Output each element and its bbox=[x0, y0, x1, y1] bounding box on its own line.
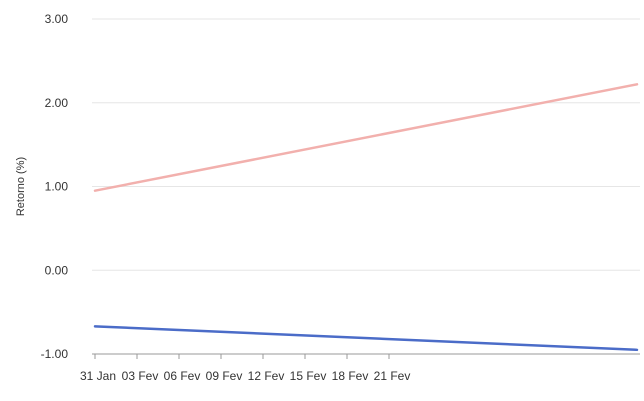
x-tick-label: 31 Jan bbox=[80, 369, 116, 383]
series-line-1 bbox=[93, 83, 639, 192]
y-tick-label: 1.00 bbox=[45, 180, 69, 194]
y-tick-label: 0.00 bbox=[45, 263, 69, 277]
series-layer bbox=[93, 83, 639, 352]
x-tick-label: 21 Fev bbox=[374, 369, 411, 383]
grid-lines bbox=[92, 18, 640, 271]
y-axis: -1.00 0.00 1.00 2.00 3.00 bbox=[41, 12, 69, 361]
x-tick-label: 06 Fev bbox=[164, 369, 201, 383]
y-tick-label: 3.00 bbox=[45, 12, 69, 26]
x-tick-label: 18 Fev bbox=[332, 369, 369, 383]
y-tick-label: 2.00 bbox=[45, 96, 69, 110]
x-tick-label: 09 Fev bbox=[206, 369, 243, 383]
x-tick-label: 03 Fev bbox=[122, 369, 159, 383]
x-tick-label: 12 Fev bbox=[248, 369, 285, 383]
series-line-2 bbox=[93, 325, 639, 352]
y-tick-label: -1.00 bbox=[41, 347, 69, 361]
x-axis: 31 Jan 03 Fev 06 Fev 09 Fev 12 Fev 15 Fev 18 F… bbox=[80, 353, 640, 383]
y-axis-title: Retorno (%) bbox=[15, 157, 27, 216]
x-tick-label: 15 Fev bbox=[290, 369, 327, 383]
